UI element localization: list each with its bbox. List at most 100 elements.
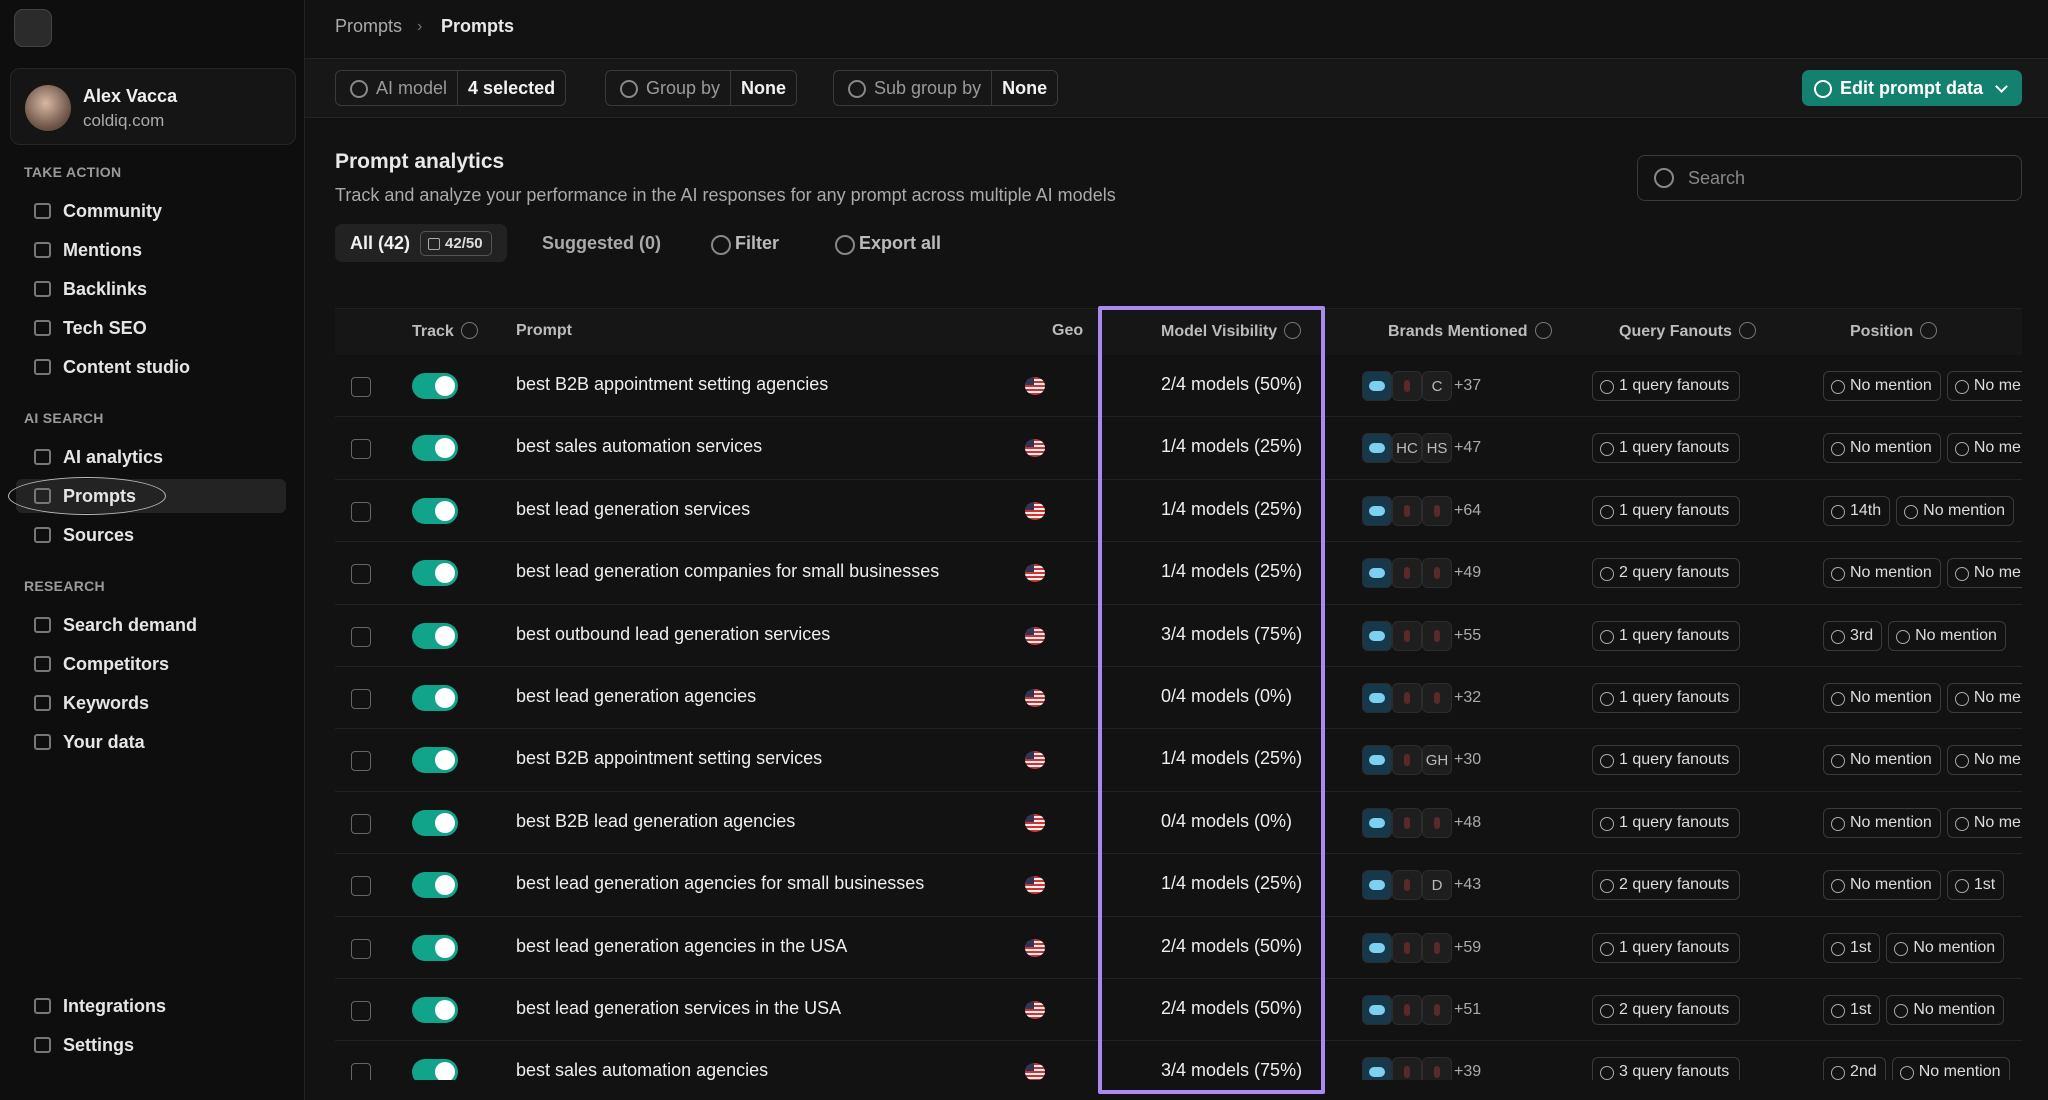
- nav-item[interactable]: AI analytics: [16, 440, 286, 474]
- query-fanouts[interactable]: 1 query fanouts: [1592, 932, 1741, 963]
- nav-item[interactable]: Tech SEO: [16, 311, 286, 345]
- nav-item[interactable]: Settings: [16, 1028, 286, 1062]
- position-chip: 1st: [1823, 932, 1881, 963]
- track-toggle[interactable]: [412, 373, 458, 399]
- brand-icon: [1392, 558, 1422, 589]
- table-row[interactable]: best lead generation services 1/4 models …: [335, 480, 2022, 543]
- query-fanouts[interactable]: 1 query fanouts: [1592, 683, 1741, 713]
- track-toggle[interactable]: [412, 685, 458, 711]
- model-visibility: 2/4 models (50%): [1161, 374, 1303, 394]
- nav-icon: [34, 449, 51, 465]
- filter-label: AI model: [336, 71, 459, 105]
- table-row[interactable]: best lead generation companies for small…: [335, 542, 2022, 605]
- logo[interactable]: [14, 9, 52, 47]
- query-fanouts[interactable]: 3 query fanouts: [1592, 1057, 1741, 1080]
- track-toggle[interactable]: [412, 872, 458, 899]
- main: AI model 4 selected Group by None Sub group …: [305, 0, 2048, 1100]
- position-chip: No mention: [1946, 558, 2022, 589]
- nav-icon: [34, 281, 51, 297]
- query-fanouts[interactable]: 2 query fanouts: [1592, 870, 1741, 901]
- checkbox[interactable]: [351, 626, 371, 647]
- action-button[interactable]: Filter: [707, 224, 779, 262]
- checkbox[interactable]: [351, 1063, 371, 1080]
- track-toggle[interactable]: [412, 809, 458, 836]
- user-card[interactable]: Alex Vacca coldiq.com: [10, 68, 296, 145]
- table-row[interactable]: best sales automation agencies 3/4 models…: [335, 1041, 2022, 1080]
- search-box[interactable]: Search: [1637, 155, 2022, 201]
- query-fanouts[interactable]: 1 query fanouts: [1592, 745, 1741, 776]
- checkbox[interactable]: [351, 689, 371, 709]
- track-toggle[interactable]: [412, 1059, 458, 1080]
- checkbox[interactable]: [351, 564, 371, 585]
- nav-item[interactable]: Keywords: [16, 686, 286, 720]
- position-chip: No mention: [1886, 932, 2005, 963]
- brand-icon: [1362, 745, 1392, 776]
- filter-chip[interactable]: AI model 4 selected: [335, 70, 567, 106]
- query-fanouts[interactable]: 1 query fanouts: [1592, 807, 1741, 838]
- checkbox[interactable]: [351, 501, 371, 522]
- track-toggle[interactable]: [412, 997, 458, 1023]
- edit-button[interactable]: Edit prompt data: [1802, 70, 2022, 106]
- checkbox[interactable]: [351, 377, 371, 397]
- brand-icon: [1362, 683, 1392, 713]
- query-fanouts[interactable]: 1 query fanouts: [1592, 495, 1741, 526]
- table-row[interactable]: best lead generation agencies 0/4 models …: [335, 667, 2022, 730]
- geo-flag: [1025, 689, 1045, 707]
- filter-chip[interactable]: Sub group by None: [833, 70, 1059, 106]
- brand-icon: [1392, 1057, 1422, 1080]
- query-fanouts[interactable]: 2 query fanouts: [1592, 558, 1741, 589]
- model-visibility: 2/4 models (50%): [1161, 998, 1303, 1018]
- checkbox[interactable]: [351, 813, 371, 834]
- table-row[interactable]: best B2B lead generation agencies 0/4 mod…: [335, 792, 2022, 855]
- geo-flag: [1025, 564, 1045, 583]
- nav-item[interactable]: Integrations: [16, 989, 286, 1023]
- tab[interactable]: All (42) 42/50: [335, 224, 507, 262]
- nav-item[interactable]: Search demand: [16, 608, 286, 642]
- track-toggle[interactable]: [412, 622, 458, 649]
- track-toggle[interactable]: [412, 934, 458, 961]
- filter-chip[interactable]: Group by None: [605, 70, 798, 106]
- track-toggle[interactable]: [412, 435, 458, 462]
- model-visibility: 1/4 models (25%): [1161, 561, 1303, 582]
- tab-label: All (42): [350, 232, 411, 253]
- table-row[interactable]: best lead generation agencies in the USA…: [335, 917, 2022, 979]
- nav-item[interactable]: Content studio: [16, 350, 286, 384]
- checkbox[interactable]: [351, 1001, 371, 1021]
- nav-item[interactable]: Mentions: [16, 233, 286, 267]
- brand-icon: [1422, 620, 1452, 651]
- action-button[interactable]: Export all: [831, 224, 941, 262]
- track-toggle[interactable]: [412, 497, 458, 524]
- breadcrumb[interactable]: Prompts: [335, 16, 403, 36]
- model-visibility: 1/4 models (25%): [1161, 748, 1303, 769]
- table-row[interactable]: best B2B appointment setting agencies 2/4…: [335, 355, 2022, 418]
- tab[interactable]: Suggested (0): [527, 224, 676, 262]
- model-visibility: 1/4 models (25%): [1161, 498, 1303, 519]
- table-row[interactable]: best lead generation services in the USA…: [335, 979, 2022, 1042]
- track-toggle[interactable]: [412, 747, 458, 774]
- checkbox[interactable]: [351, 876, 371, 897]
- table-row[interactable]: best B2B appointment setting services 1/4…: [335, 729, 2022, 792]
- checkbox[interactable]: [351, 439, 371, 460]
- breadcrumb: Prompts: [441, 16, 515, 36]
- position-chip: No mention: [1946, 433, 2022, 464]
- geo-flag: [1025, 938, 1045, 957]
- checkbox[interactable]: [351, 751, 371, 772]
- table-row[interactable]: best sales automation services 1/4 models…: [335, 417, 2022, 480]
- nav-item[interactable]: Your data: [16, 725, 286, 759]
- nav-item[interactable]: Backlinks: [16, 272, 286, 306]
- nav-item[interactable]: Competitors: [16, 647, 286, 681]
- brand-more: +51: [1454, 1001, 1482, 1018]
- query-fanouts[interactable]: 2 query fanouts: [1592, 995, 1741, 1025]
- user-name: Alex Vacca: [83, 86, 178, 106]
- query-fanouts[interactable]: 1 query fanouts: [1592, 433, 1741, 464]
- nav-item[interactable]: Sources: [16, 518, 286, 552]
- checkbox[interactable]: [351, 938, 371, 959]
- column-header: Geo: [1052, 322, 1084, 339]
- nav-item[interactable]: Community: [16, 194, 286, 228]
- table-row[interactable]: best lead generation agencies for small …: [335, 854, 2022, 917]
- table-row[interactable]: best outbound lead generation services 3/…: [335, 605, 2022, 667]
- track-toggle[interactable]: [412, 560, 458, 587]
- query-fanouts[interactable]: 1 query fanouts: [1592, 371, 1741, 401]
- query-fanouts[interactable]: 1 query fanouts: [1592, 620, 1741, 651]
